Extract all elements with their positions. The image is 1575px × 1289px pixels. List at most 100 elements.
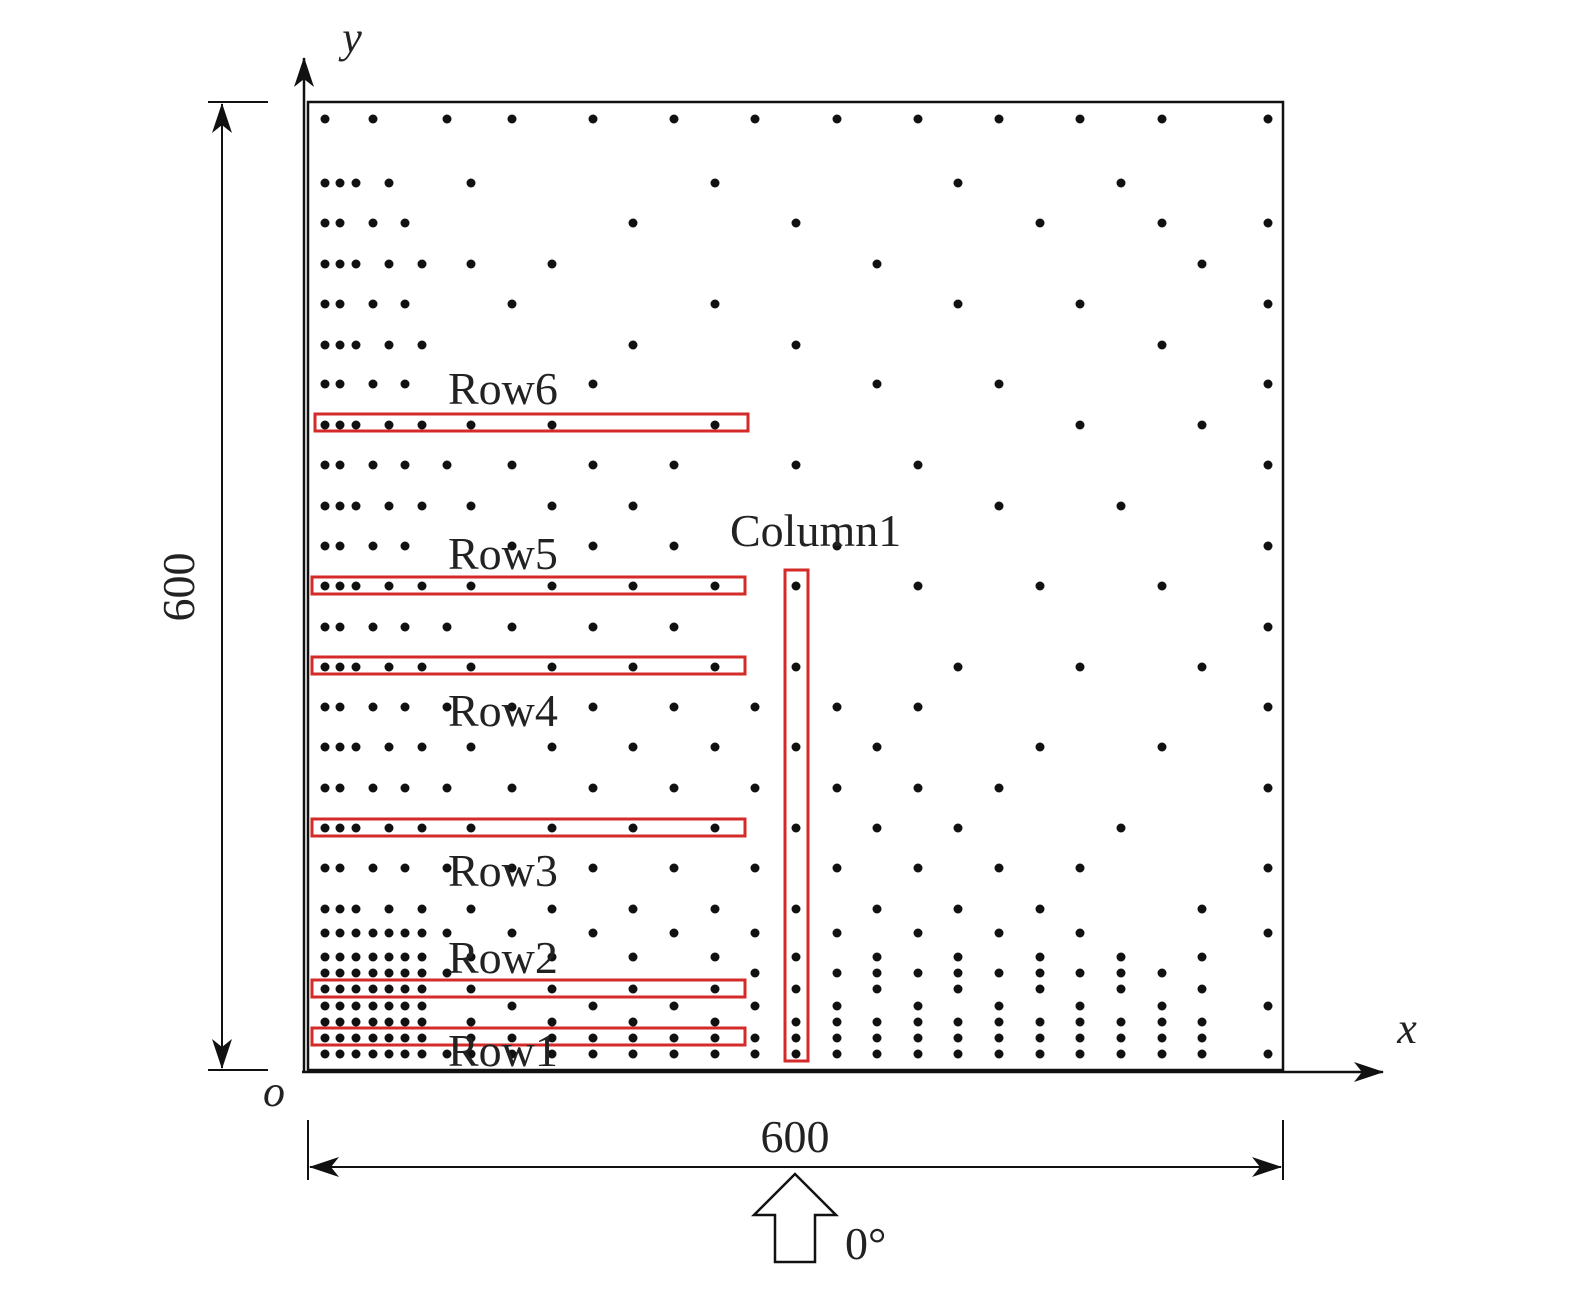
dot bbox=[1197, 1049, 1207, 1059]
dot bbox=[1263, 379, 1273, 389]
dot bbox=[872, 259, 882, 269]
dot bbox=[913, 1001, 923, 1011]
dot bbox=[1197, 1017, 1207, 1027]
dot bbox=[400, 1001, 410, 1011]
dot bbox=[507, 783, 517, 793]
dot bbox=[320, 968, 330, 978]
dot bbox=[669, 1049, 679, 1059]
dot bbox=[384, 501, 394, 511]
dot bbox=[791, 581, 801, 591]
dot bbox=[1116, 1033, 1126, 1043]
dot bbox=[320, 218, 330, 228]
dot bbox=[351, 984, 361, 994]
row-label: Row1 bbox=[448, 1025, 558, 1076]
dot bbox=[669, 928, 679, 938]
dot bbox=[1035, 968, 1045, 978]
dot bbox=[320, 114, 330, 124]
dot bbox=[507, 460, 517, 470]
dot bbox=[417, 1017, 427, 1027]
dot bbox=[466, 1033, 476, 1043]
dot bbox=[1075, 928, 1085, 938]
dot bbox=[669, 1033, 679, 1043]
dot bbox=[791, 662, 801, 672]
dot bbox=[320, 984, 330, 994]
dot bbox=[1035, 581, 1045, 591]
dot bbox=[588, 783, 598, 793]
wind-arrow bbox=[750, 1172, 840, 1264]
dot bbox=[1035, 1049, 1045, 1059]
dot bbox=[872, 742, 882, 752]
dot bbox=[750, 863, 760, 873]
dot bbox=[1197, 662, 1207, 672]
dot bbox=[750, 1049, 760, 1059]
dot bbox=[368, 1049, 378, 1059]
dot bbox=[335, 783, 345, 793]
dot bbox=[1075, 1001, 1085, 1011]
dot bbox=[669, 114, 679, 124]
dot bbox=[507, 702, 517, 712]
dot bbox=[588, 460, 598, 470]
dot bbox=[1116, 1017, 1126, 1027]
dot bbox=[384, 420, 394, 430]
dot bbox=[335, 501, 345, 511]
dot bbox=[1035, 984, 1045, 994]
origin-label: o bbox=[263, 1067, 285, 1116]
dot bbox=[466, 952, 476, 962]
dot bbox=[669, 622, 679, 632]
dot bbox=[710, 952, 720, 962]
dot bbox=[1157, 1049, 1167, 1059]
dot bbox=[750, 1001, 760, 1011]
dot bbox=[872, 1017, 882, 1027]
dot bbox=[1263, 783, 1273, 793]
dot bbox=[953, 1049, 963, 1059]
dot bbox=[335, 928, 345, 938]
dot bbox=[547, 1033, 557, 1043]
dot bbox=[507, 1049, 517, 1059]
dot bbox=[588, 702, 598, 712]
dot bbox=[750, 1033, 760, 1043]
dot bbox=[320, 783, 330, 793]
dot bbox=[710, 662, 720, 672]
dot bbox=[320, 622, 330, 632]
dot bbox=[335, 904, 345, 914]
dot bbox=[994, 1033, 1004, 1043]
dot bbox=[368, 952, 378, 962]
dot bbox=[320, 702, 330, 712]
dot bbox=[507, 1033, 517, 1043]
dot bbox=[1157, 218, 1167, 228]
dot bbox=[351, 581, 361, 591]
dot bbox=[1197, 1033, 1207, 1043]
dot bbox=[320, 299, 330, 309]
dot bbox=[1197, 420, 1207, 430]
dot bbox=[1157, 1001, 1167, 1011]
dot bbox=[872, 904, 882, 914]
dot bbox=[1157, 114, 1167, 124]
dot bbox=[320, 1017, 330, 1027]
dot bbox=[320, 928, 330, 938]
dot bbox=[400, 984, 410, 994]
highlight-boxes bbox=[310, 412, 810, 1063]
dot bbox=[1035, 218, 1045, 228]
dot bbox=[872, 1033, 882, 1043]
dot bbox=[320, 340, 330, 350]
dot bbox=[335, 1049, 345, 1059]
dot bbox=[320, 904, 330, 914]
dot bbox=[588, 114, 598, 124]
dot bbox=[417, 928, 427, 938]
dot bbox=[1263, 702, 1273, 712]
dot bbox=[507, 299, 517, 309]
dot bbox=[384, 823, 394, 833]
dot bbox=[368, 379, 378, 389]
dot bbox=[1116, 823, 1126, 833]
dot bbox=[335, 952, 345, 962]
dot bbox=[913, 114, 923, 124]
dot bbox=[368, 460, 378, 470]
dot bbox=[710, 420, 720, 430]
dot bbox=[1157, 1017, 1167, 1027]
dot bbox=[335, 823, 345, 833]
dot bbox=[1263, 114, 1273, 124]
dot bbox=[1157, 742, 1167, 752]
dot bbox=[791, 823, 801, 833]
dot bbox=[384, 904, 394, 914]
